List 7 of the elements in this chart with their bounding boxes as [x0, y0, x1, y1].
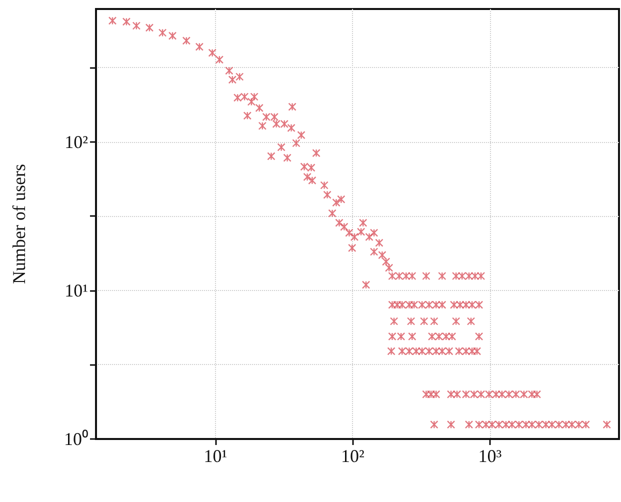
- y-tick-label: 10²: [64, 132, 88, 152]
- x-tick-label: 10²: [341, 446, 364, 466]
- y-tick-label: 10¹: [64, 280, 88, 300]
- y-tick-label: 10⁰: [64, 429, 88, 449]
- y-axis-title: Number of users: [9, 164, 29, 284]
- x-tick-label: 10³: [478, 446, 502, 466]
- x-tick-label: 10¹: [204, 446, 228, 466]
